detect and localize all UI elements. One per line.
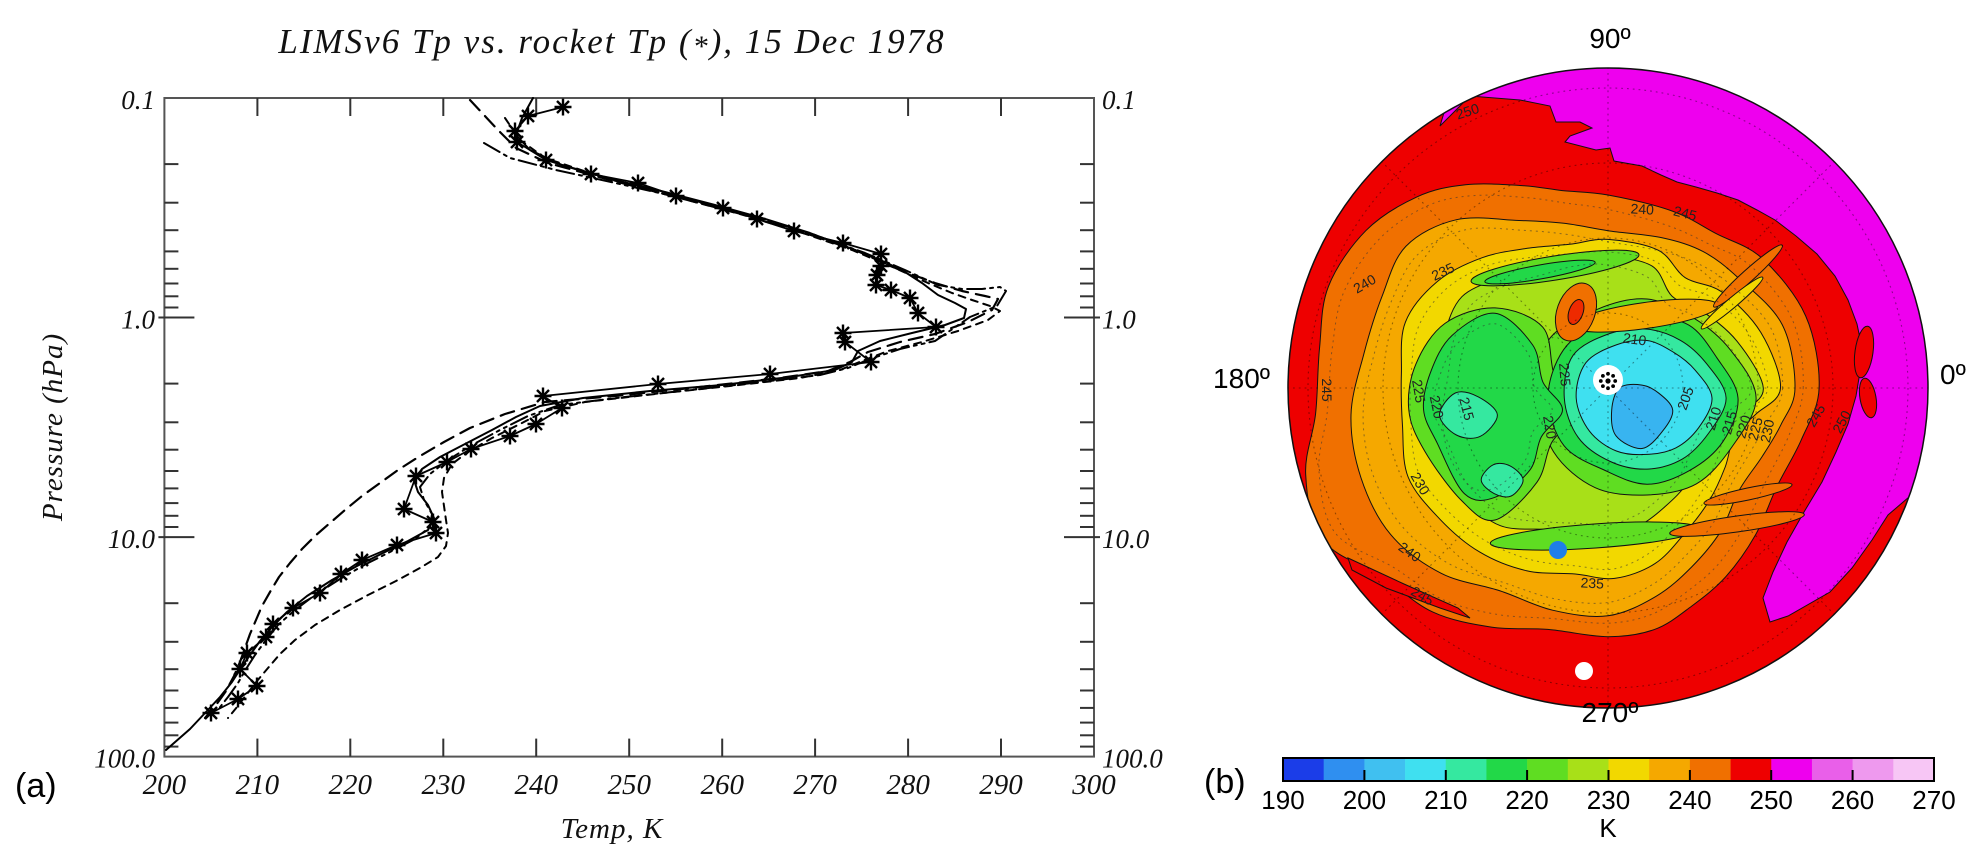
svg-text:(b): (b) (1204, 763, 1246, 801)
svg-text:200: 200 (1343, 785, 1386, 815)
svg-text:LIMSv6 Tp vs. rocket Tp (*: LIMSv6 Tp vs. rocket Tp (*), 15 Dec 1978 (277, 22, 945, 63)
svg-text:190: 190 (1261, 785, 1304, 815)
svg-text:220: 220 (1540, 414, 1560, 440)
svg-text:235: 235 (1580, 574, 1604, 591)
svg-text:230: 230 (1587, 785, 1630, 815)
svg-text:Pressure (hPa): Pressure (hPa) (37, 333, 69, 522)
svg-text:210: 210 (236, 769, 280, 801)
svg-text:(a): (a) (15, 767, 57, 805)
svg-text:270: 270 (793, 769, 837, 801)
svg-text:225: 225 (1556, 362, 1574, 387)
svg-text:250: 250 (607, 769, 651, 801)
svg-text:250: 250 (1750, 785, 1793, 815)
svg-text:240: 240 (514, 769, 558, 801)
svg-text:245: 245 (1672, 203, 1699, 224)
svg-text:0º: 0º (1940, 359, 1966, 390)
svg-text:230: 230 (1757, 418, 1778, 444)
svg-text:280: 280 (886, 769, 930, 801)
svg-text:240: 240 (1668, 785, 1711, 815)
svg-text:205: 205 (1674, 384, 1697, 412)
svg-text:225: 225 (1409, 378, 1429, 404)
svg-text:210: 210 (1424, 785, 1467, 815)
svg-text:270: 270 (1912, 785, 1955, 815)
svg-text:100.0: 100.0 (1102, 744, 1163, 774)
svg-text:220: 220 (1427, 394, 1448, 420)
svg-text:270º: 270º (1582, 697, 1639, 728)
svg-text:210: 210 (1622, 330, 1648, 349)
svg-text:215: 215 (1718, 409, 1740, 436)
svg-text:245: 245 (1319, 378, 1335, 402)
svg-text:1.0: 1.0 (1102, 305, 1136, 335)
svg-text:260: 260 (1831, 785, 1874, 815)
svg-text:210: 210 (1702, 405, 1725, 432)
svg-text:260: 260 (700, 769, 744, 801)
svg-text:290: 290 (979, 769, 1023, 801)
svg-text:240: 240 (1630, 200, 1654, 217)
svg-text:215: 215 (1456, 395, 1478, 422)
svg-text:225: 225 (1745, 415, 1766, 442)
svg-text:100.0: 100.0 (94, 744, 155, 774)
svg-text:1.0: 1.0 (121, 305, 155, 335)
svg-text:180º: 180º (1213, 363, 1270, 394)
svg-text:220: 220 (1732, 413, 1754, 440)
svg-text:200: 200 (143, 769, 187, 801)
svg-text:220: 220 (329, 769, 373, 801)
svg-text:0.1: 0.1 (121, 85, 155, 115)
svg-text:250: 250 (1454, 100, 1481, 123)
svg-text:90º: 90º (1589, 23, 1630, 54)
svg-text:10.0: 10.0 (1102, 524, 1150, 554)
svg-text:300: 300 (1071, 769, 1116, 801)
svg-text:10.0: 10.0 (108, 524, 156, 554)
svg-text:220: 220 (1505, 785, 1548, 815)
svg-text:Temp, K: Temp, K (561, 813, 664, 845)
svg-text:K: K (1599, 813, 1617, 843)
svg-text:230: 230 (422, 769, 466, 801)
svg-text:0.1: 0.1 (1102, 85, 1136, 115)
